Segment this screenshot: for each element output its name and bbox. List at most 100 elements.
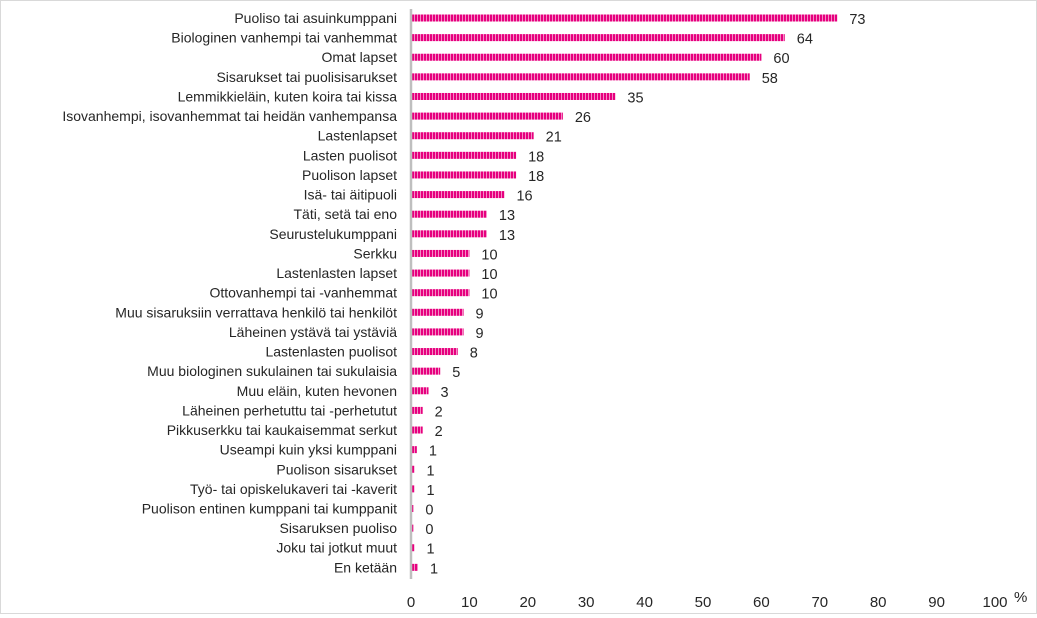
data-label: 64 xyxy=(797,32,813,48)
bar xyxy=(411,230,487,238)
x-tick-label: 0 xyxy=(407,594,415,611)
data-label: 10 xyxy=(481,287,497,303)
x-tick-label: 40 xyxy=(636,594,653,611)
bar xyxy=(411,92,616,100)
data-label: 0 xyxy=(425,503,433,519)
category-label: Sisarukset tai puolisisarukset xyxy=(216,69,397,85)
data-label: 2 xyxy=(435,404,443,420)
data-label: 9 xyxy=(476,306,484,322)
bar xyxy=(411,544,415,552)
bar xyxy=(411,249,470,257)
x-tick-label: 30 xyxy=(578,594,595,611)
x-tick-label: 80 xyxy=(870,594,887,611)
category-label: Puolison sisarukset xyxy=(276,461,397,477)
x-tick-label: 50 xyxy=(695,594,712,611)
category-label: Lemmikkieläin, kuten koira tai kissa xyxy=(178,88,398,104)
data-label: 60 xyxy=(773,51,789,67)
category-label: Läheinen ystävä tai ystäviä xyxy=(229,324,397,340)
data-label: 1 xyxy=(427,542,435,558)
bar xyxy=(411,210,487,218)
data-label: 1 xyxy=(427,483,435,499)
bar xyxy=(411,308,464,316)
bar xyxy=(411,269,470,277)
category-label: En ketään xyxy=(334,559,397,575)
data-label: 21 xyxy=(546,130,562,146)
x-unit-label: % xyxy=(1014,589,1027,606)
data-label: 35 xyxy=(627,90,643,106)
category-label: Työ- tai opiskelukaveri tai -kaverit xyxy=(190,481,397,497)
category-label: Muu eläin, kuten hevonen xyxy=(237,383,397,399)
data-label: 0 xyxy=(425,522,433,538)
data-label: 1 xyxy=(430,561,438,577)
data-label: 26 xyxy=(575,110,591,126)
value-labels-layer: 7364605835262118181613131010109985322111… xyxy=(425,12,865,577)
data-label: 1 xyxy=(427,463,435,479)
bar xyxy=(411,328,464,336)
data-label: 16 xyxy=(516,189,532,205)
bar xyxy=(411,426,423,434)
category-label: Täti, setä tai eno xyxy=(293,206,397,222)
category-labels-layer: Puoliso tai asuinkumppani Biologinen vanh… xyxy=(62,10,397,575)
x-tick-label: 60 xyxy=(753,594,770,611)
category-label: Sisaruksen puoliso xyxy=(279,520,397,536)
x-tick-label: 100 xyxy=(982,594,1007,611)
bar xyxy=(411,171,517,179)
bar xyxy=(411,348,458,356)
bar xyxy=(411,446,417,454)
category-label: Isä- tai äitipuoli xyxy=(304,187,397,203)
bar xyxy=(411,289,470,297)
data-label: 8 xyxy=(470,346,478,362)
data-label: 3 xyxy=(441,385,449,401)
category-label: Pikkuserkku tai kaukaisemmat serkut xyxy=(167,422,397,438)
category-label: Isovanhempi, isovanhemmat tai heidän van… xyxy=(62,108,397,124)
bar xyxy=(411,151,517,159)
data-label: 58 xyxy=(762,71,778,87)
category-label: Puoliso tai asuinkumppani xyxy=(234,10,397,26)
x-tick-label: 10 xyxy=(461,594,478,611)
category-label: Useampi kuin yksi kumppani xyxy=(220,442,397,458)
x-tick-label: 70 xyxy=(811,594,828,611)
bar xyxy=(411,191,505,199)
bar xyxy=(411,132,534,140)
bar xyxy=(411,73,750,81)
data-label: 73 xyxy=(849,12,865,28)
bar xyxy=(411,34,785,42)
bar xyxy=(411,563,419,571)
category-label: Serkku xyxy=(353,245,397,261)
category-label: Muu sisaruksiin verrattava henkilö tai h… xyxy=(115,304,397,320)
data-label: 18 xyxy=(528,149,544,165)
data-label: 9 xyxy=(476,326,484,342)
bars-layer xyxy=(411,14,838,571)
category-label: Muu biologinen sukulainen tai sukulaisia xyxy=(147,363,397,379)
category-label: Lastenlasten puolisot xyxy=(265,344,397,360)
bar xyxy=(411,406,423,414)
bar xyxy=(411,485,415,493)
category-label: Seurustelukumppani xyxy=(269,226,397,242)
data-label: 5 xyxy=(452,365,460,381)
category-label: Omat lapset xyxy=(322,49,398,65)
bar xyxy=(411,367,441,375)
category-label: Ottovanhempi tai -vanhemmat xyxy=(209,285,397,301)
data-label: 13 xyxy=(499,228,515,244)
category-label: Joku tai jotkut muut xyxy=(276,540,397,556)
category-label: Puolison lapset xyxy=(302,167,397,183)
category-label: Puolison entinen kumppani tai kumppanit xyxy=(142,501,397,517)
x-tick-label: 20 xyxy=(519,594,536,611)
data-label: 10 xyxy=(481,267,497,283)
bar xyxy=(411,53,762,61)
bar xyxy=(411,387,429,395)
bar xyxy=(411,112,563,120)
data-label: 1 xyxy=(429,444,437,460)
bar xyxy=(411,14,838,22)
data-label: 2 xyxy=(435,424,443,440)
bar xyxy=(411,465,415,473)
data-label: 10 xyxy=(481,247,497,263)
category-label: Lastenlasten lapset xyxy=(276,265,397,281)
category-label: Lastenlapset xyxy=(318,128,398,144)
data-label: 13 xyxy=(499,208,515,224)
data-label: 18 xyxy=(528,169,544,185)
category-label: Läheinen perhetuttu tai -perhetutut xyxy=(182,402,397,418)
x-tick-label: 90 xyxy=(928,594,945,611)
